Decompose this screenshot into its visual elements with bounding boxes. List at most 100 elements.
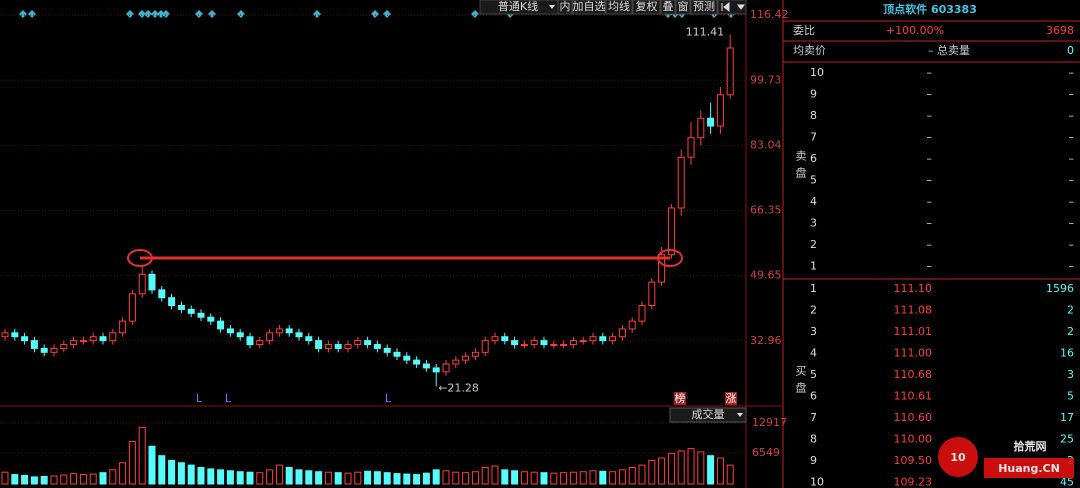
candle-body bbox=[403, 355, 411, 361]
volume-bar bbox=[30, 476, 38, 485]
volume-bar bbox=[697, 451, 705, 485]
candle-body bbox=[315, 340, 323, 349]
marker bbox=[19, 10, 735, 18]
volume-bar bbox=[540, 472, 548, 485]
drawn-circle bbox=[657, 249, 683, 267]
volume-bar bbox=[315, 471, 323, 485]
stock-title: 顶点软件 603383 bbox=[883, 2, 977, 16]
toolbar-label: 内 bbox=[560, 0, 571, 13]
toolbar-button[interactable] bbox=[690, 0, 718, 15]
price: 109.23 bbox=[894, 476, 933, 488]
candle-body bbox=[462, 355, 470, 361]
top-markers bbox=[19, 10, 735, 18]
y-tick-label: 6549 bbox=[752, 446, 780, 459]
price: – bbox=[927, 88, 933, 101]
signal: 榜 bbox=[675, 391, 686, 405]
volume-selector[interactable] bbox=[669, 407, 747, 423]
volume-bar bbox=[383, 472, 391, 485]
candle-body bbox=[373, 344, 381, 349]
volume-bar bbox=[70, 473, 78, 485]
toolbar-label: 均线 bbox=[608, 0, 630, 13]
volume-bar bbox=[324, 471, 332, 485]
candle-body bbox=[481, 340, 489, 353]
price: – bbox=[927, 174, 933, 187]
volume-bar bbox=[511, 470, 519, 485]
quantity: 45 bbox=[1060, 476, 1074, 488]
price: 110.68 bbox=[894, 368, 933, 381]
candle-body bbox=[217, 320, 225, 330]
volume-bar bbox=[168, 459, 176, 485]
ratio: +100.00% bbox=[886, 24, 944, 37]
candle-body bbox=[609, 336, 617, 342]
candle-body bbox=[70, 340, 78, 346]
level: 1 bbox=[810, 282, 817, 295]
volume-bar bbox=[471, 471, 479, 485]
quantity: 16 bbox=[1060, 347, 1074, 360]
candle-body bbox=[579, 340, 587, 343]
price: – bbox=[927, 260, 933, 273]
candle-body bbox=[452, 359, 460, 365]
dropdown-arrow bbox=[737, 413, 743, 417]
volume-bar bbox=[99, 472, 107, 485]
toolbar: 普通K线 内加自选 均线 复权叠窗预测 bbox=[479, 0, 747, 15]
volume-bar bbox=[285, 466, 293, 485]
candle-body bbox=[138, 273, 146, 295]
toolbar-icon[interactable] bbox=[717, 0, 747, 15]
candle-body bbox=[79, 340, 87, 343]
candle-body bbox=[109, 332, 117, 342]
site-name: 拾荒网 bbox=[1014, 439, 1047, 453]
volume-bar bbox=[677, 450, 685, 485]
volume-bar bbox=[305, 470, 313, 485]
volume-bar bbox=[442, 470, 450, 485]
price: – bbox=[927, 152, 933, 165]
volume-bar bbox=[266, 469, 274, 485]
price: 109.50 bbox=[894, 454, 933, 467]
volume-bar bbox=[217, 469, 225, 485]
volume-bar bbox=[589, 470, 597, 485]
candle-body bbox=[667, 207, 675, 256]
candle-body bbox=[99, 336, 107, 342]
volume-bar bbox=[569, 471, 577, 485]
candle-body bbox=[89, 336, 97, 342]
candle-body bbox=[530, 340, 538, 346]
volume-bar bbox=[364, 470, 372, 485]
candle-body bbox=[413, 359, 421, 365]
level: 5 bbox=[810, 174, 817, 187]
side-label: 卖盘 bbox=[794, 150, 807, 184]
volume-bar bbox=[432, 469, 440, 485]
toolbar-button[interactable] bbox=[675, 0, 691, 15]
volume-bar bbox=[334, 472, 342, 485]
candle-body bbox=[119, 320, 127, 334]
candle-body bbox=[677, 156, 685, 209]
volume-bar bbox=[354, 471, 362, 485]
price: 111.08 bbox=[894, 304, 933, 317]
price: 110.60 bbox=[894, 411, 933, 424]
volume-bar bbox=[707, 455, 715, 485]
candle-body bbox=[716, 94, 724, 127]
quantity: – bbox=[1069, 152, 1075, 165]
candle-body bbox=[599, 336, 607, 342]
level: 6 bbox=[810, 390, 817, 403]
volume-bar bbox=[344, 472, 352, 485]
volume-bar bbox=[413, 474, 421, 485]
level: 2 bbox=[810, 238, 817, 251]
y-tick-label: 83.04 bbox=[750, 138, 782, 151]
candle-body bbox=[540, 340, 548, 346]
price: – bbox=[927, 195, 933, 208]
volume-bar bbox=[40, 475, 48, 485]
volume-bar bbox=[481, 466, 489, 485]
toolbar-button[interactable] bbox=[632, 0, 661, 15]
candle-body bbox=[511, 340, 519, 346]
label: 均卖价 bbox=[793, 44, 826, 57]
toolbar-button[interactable] bbox=[572, 0, 606, 15]
volume-bar bbox=[79, 474, 87, 485]
level: 8 bbox=[810, 433, 817, 446]
toolbar-button[interactable] bbox=[605, 0, 633, 15]
candle-body bbox=[168, 297, 176, 307]
toolbar-button[interactable] bbox=[557, 0, 573, 15]
candle-body bbox=[520, 344, 528, 347]
price: 111.00 bbox=[894, 347, 933, 360]
level: 5 bbox=[810, 368, 817, 381]
candle-body bbox=[285, 328, 293, 334]
toolbar-button[interactable] bbox=[660, 0, 676, 15]
